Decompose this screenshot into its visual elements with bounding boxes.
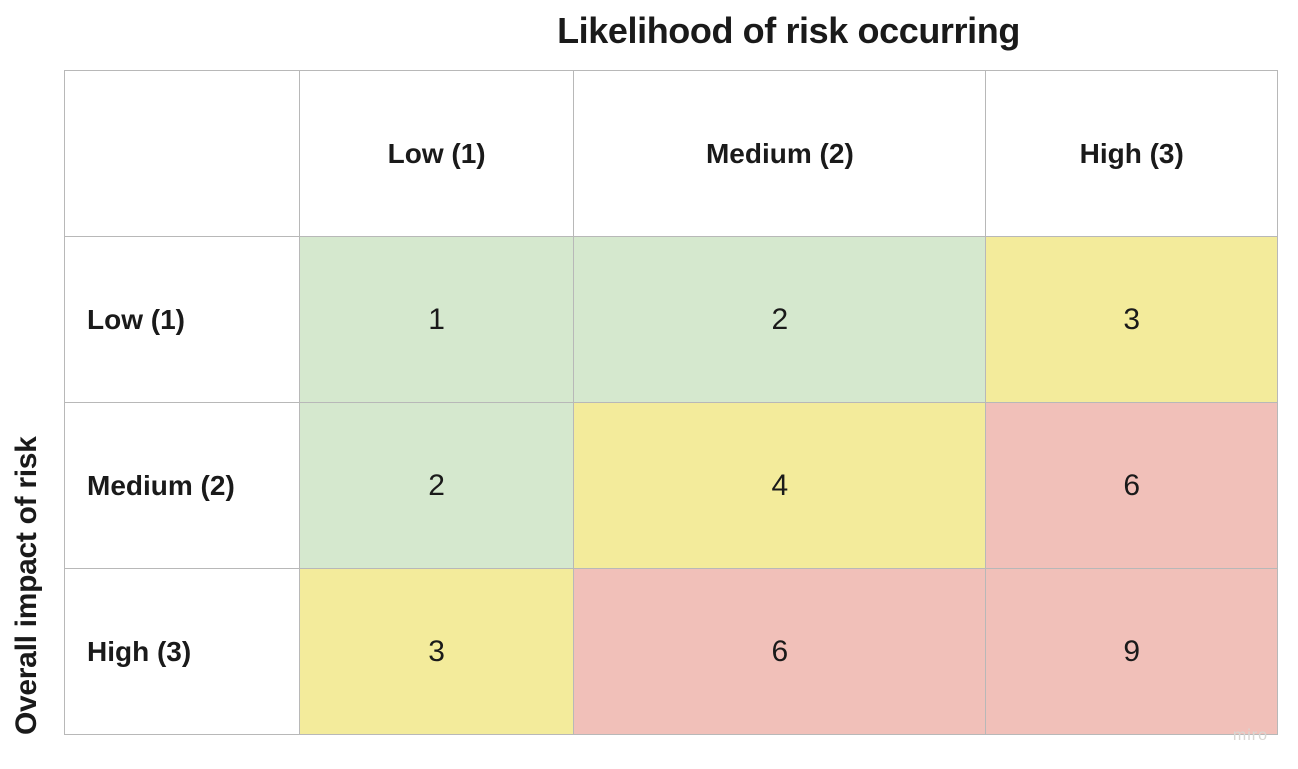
column-header: Medium (2): [574, 71, 986, 237]
matrix-cell: 1: [300, 237, 574, 403]
y-axis-title: Overall impact of risk: [10, 215, 44, 735]
matrix-cell: 6: [986, 403, 1278, 569]
table-row: High (3) 3 6 9: [65, 569, 1278, 735]
row-header: High (3): [65, 569, 300, 735]
matrix-cell: 2: [574, 237, 986, 403]
row-header: Low (1): [65, 237, 300, 403]
matrix-cell: 3: [986, 237, 1278, 403]
risk-matrix-table: Low (1) Medium (2) High (3) Low (1) 1 2 …: [64, 70, 1278, 735]
table-row: Medium (2) 2 4 6: [65, 403, 1278, 569]
row-header: Medium (2): [65, 403, 300, 569]
column-header: Low (1): [300, 71, 574, 237]
corner-cell: [65, 71, 300, 237]
x-axis-title: Likelihood of risk occurring: [299, 10, 1278, 52]
column-header: High (3): [986, 71, 1278, 237]
watermark: miro: [1233, 727, 1268, 745]
matrix-cell: 2: [300, 403, 574, 569]
matrix-cell: 9: [986, 569, 1278, 735]
matrix-cell: 3: [300, 569, 574, 735]
matrix-cell: 4: [574, 403, 986, 569]
table-row: Low (1) 1 2 3: [65, 237, 1278, 403]
matrix-cell: 6: [574, 569, 986, 735]
